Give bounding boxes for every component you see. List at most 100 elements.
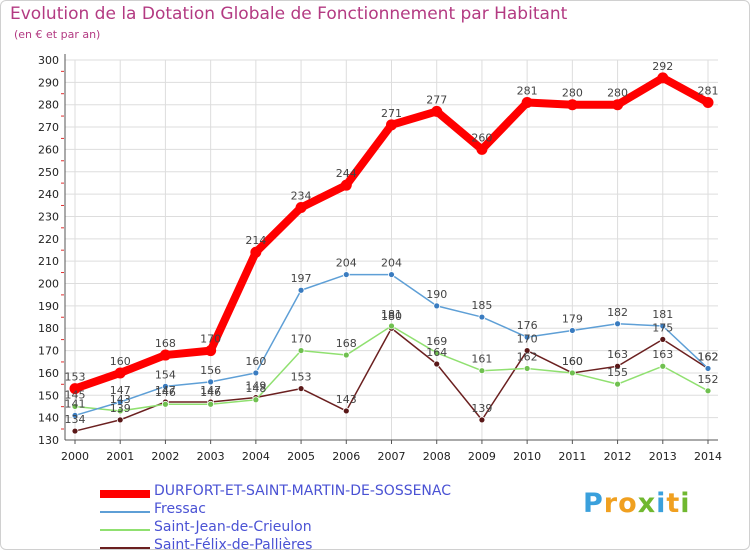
data-label: 281 [698,84,719,97]
y-tick-label: 300 [38,54,59,67]
data-point [252,396,260,404]
y-tick-label: 180 [38,322,59,335]
data-label: 154 [155,368,176,381]
data-point [342,351,350,359]
data-point [704,365,712,372]
data-label: 156 [200,364,221,377]
data-label: 162 [698,350,719,363]
legend-label: Saint-Jean-de-Crieulon [154,519,312,535]
data-label: 280 [562,87,583,100]
data-point [614,380,621,388]
data-point [114,367,126,379]
data-label: 179 [562,312,583,325]
data-point [388,322,395,330]
data-point [162,400,169,408]
y-tick-label: 280 [38,99,59,112]
data-label: 148 [245,382,266,395]
data-label: 234 [291,190,312,203]
x-tick-label: 2004 [242,450,270,463]
data-point [207,378,215,386]
data-point [116,416,124,424]
data-label: 182 [607,306,628,319]
data-label: 280 [607,87,628,100]
data-label: 190 [426,288,447,301]
data-point [71,427,79,435]
x-tick-label: 2007 [378,450,406,463]
data-label: 149 [245,380,266,393]
data-label: 153 [65,371,86,384]
data-point [297,286,305,294]
data-point [207,400,215,408]
data-point [162,382,169,390]
data-point [297,347,305,354]
data-label: 281 [517,84,538,97]
legend-swatch [100,547,150,549]
logo-letter: r [603,488,619,519]
x-tick-label: 2008 [423,450,451,463]
data-point [250,246,262,258]
logo-letter: t [666,488,681,519]
y-tick-label: 130 [38,434,59,447]
logo-letter: x [637,488,657,519]
data-point [659,322,667,330]
data-label: 204 [381,257,402,270]
logo-letter: i [656,488,667,519]
y-tick-label: 140 [38,412,59,425]
y-tick-label: 260 [38,143,59,156]
y-tick-label: 230 [38,210,59,223]
data-point [71,403,79,410]
data-point [568,369,576,377]
y-tick-label: 250 [38,166,59,179]
x-tick-label: 2014 [694,450,722,463]
data-label: 160 [110,355,131,368]
data-label: 292 [652,60,673,73]
x-tick-label: 2003 [197,450,225,463]
data-label: 160 [562,355,583,368]
y-tick-label: 210 [38,255,59,268]
data-label: 214 [245,234,266,247]
data-labels: 153 160 168 170 214 234 244 271 277 260 281 280 280 2… [65,60,719,426]
data-point [704,387,712,395]
data-label: 155 [607,366,628,379]
data-point [478,416,486,424]
data-point [433,360,441,368]
y-tick-label: 190 [38,300,59,313]
data-point [71,412,79,419]
data-label: 181 [381,308,402,321]
data-point [657,72,669,84]
data-point [612,99,624,111]
data-label: 170 [200,333,221,346]
data-point [116,398,124,406]
data-point [523,365,531,372]
data-point [521,96,533,108]
data-label: 169 [426,335,447,348]
data-label: 145 [65,388,86,401]
data-label: 180 [381,310,402,323]
x-tick-label: 2010 [513,450,541,463]
data-point [702,96,714,108]
data-label: 134 [65,413,86,426]
legend-swatch [100,511,150,513]
data-point [431,105,443,117]
series-lines [69,72,714,435]
data-point [566,99,578,111]
data-point [297,385,305,392]
data-label: 147 [200,384,221,397]
data-label: 176 [517,319,538,332]
legend-label: Saint-Félix-de-Pallières [154,537,313,553]
data-point [614,320,621,328]
y-tick-label: 220 [38,233,59,246]
data-point [386,119,397,131]
x-tick-label: 2005 [287,450,315,463]
data-label: 170 [517,333,538,346]
data-point [478,367,486,375]
data-label: 141 [65,397,86,410]
grid-lines [65,59,718,440]
data-point [69,383,81,395]
x-tick-label: 2012 [604,450,632,463]
data-label: 152 [698,373,719,386]
data-point [568,327,576,334]
data-label: 175 [652,321,673,334]
data-label: 170 [291,333,312,346]
data-point [388,271,395,278]
